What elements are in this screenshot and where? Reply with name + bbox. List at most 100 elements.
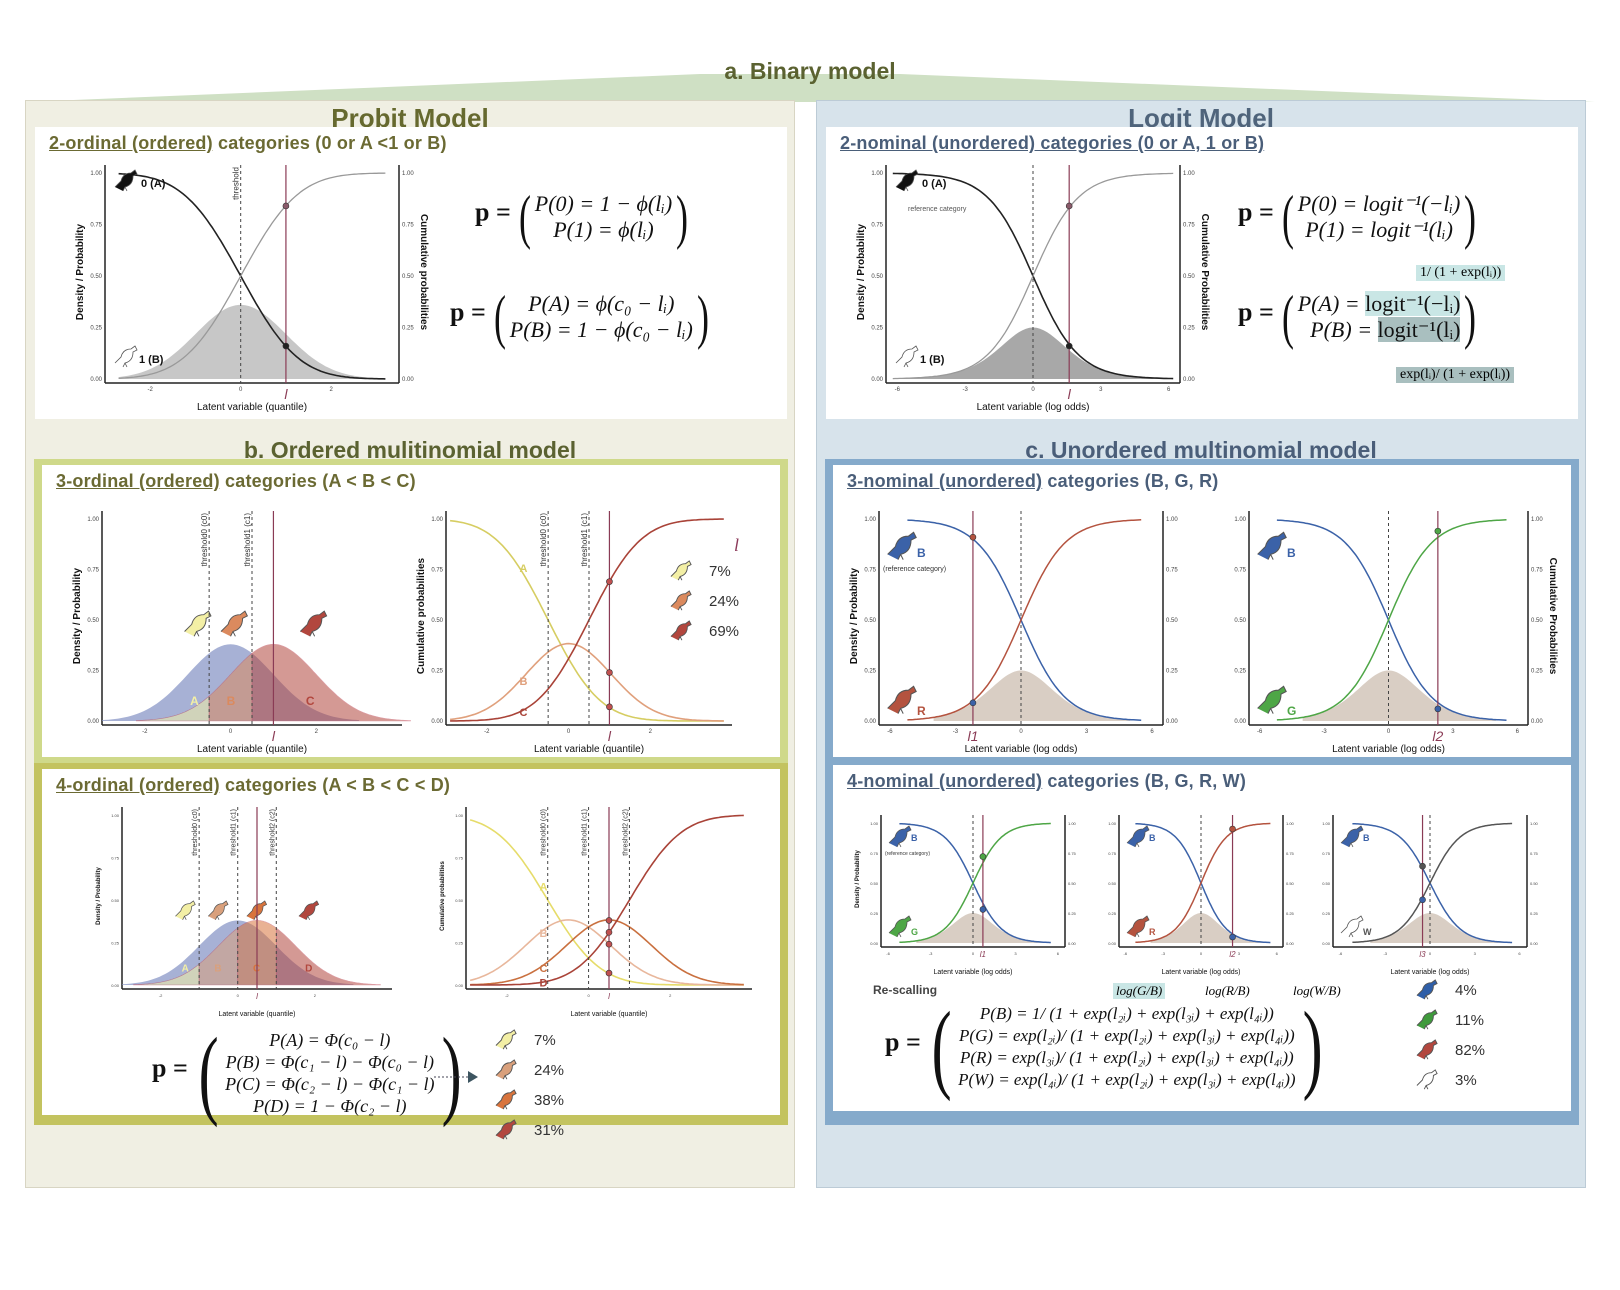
legend-percent: 3%	[1455, 1071, 1477, 1089]
y2-tick-label: 1.00	[1531, 517, 1543, 523]
legend-item: 24%	[667, 586, 739, 616]
y2-axis-label: Cumulative Probabilities	[1199, 214, 1210, 331]
y2-tick-label: 0.75	[1530, 851, 1539, 856]
category-label-B: B	[1287, 546, 1296, 560]
curve-B	[1135, 822, 1271, 944]
probability-point	[606, 703, 613, 711]
x-tick-label: 6	[1518, 951, 1521, 956]
category-label-B: B	[1149, 833, 1156, 843]
ordered4-card-title: 4-ordinal (ordered) categories (A < B < …	[56, 775, 451, 795]
legend-percent: 4%	[1455, 981, 1477, 999]
bird-icon	[495, 1119, 517, 1140]
probability-point	[1065, 342, 1073, 350]
category-label-B: B	[227, 694, 236, 708]
curve-A	[469, 819, 744, 986]
y-tick-label: 0.25	[87, 669, 99, 675]
arrow-icon	[434, 1071, 478, 1083]
y2-tick-label: 1.00	[1166, 517, 1178, 523]
nominal4-BG-chart: 0.00 0.00 0.25 0.25 0.50 0.50 0.75 0.75 1.00 1.00…	[855, 815, 1077, 976]
probability-point	[605, 917, 613, 924]
x-tick-label: -3	[1161, 951, 1165, 956]
l-marker-label: l	[272, 728, 276, 744]
legend-item: 4%	[1413, 975, 1485, 1005]
nominal4-BR-chart: 0.00 0.00 0.25 0.25 0.50 0.50 0.75 0.75 1.00 1.00…	[1108, 815, 1295, 976]
y-tick-label: 0.25	[90, 326, 102, 332]
y-tick-label: 0.00	[1322, 941, 1331, 946]
series-label-A: A	[540, 882, 548, 894]
x-tick-label: 6	[1516, 729, 1520, 735]
curve-B	[1276, 519, 1507, 721]
x-tick-label: -2	[505, 993, 509, 998]
x-tick-label: 0	[239, 387, 243, 393]
x-tick-label: -3	[962, 387, 968, 393]
unordered-section-title: c. Unordered multinomial model	[1025, 437, 1377, 463]
y-tick-label: 0.00	[871, 377, 883, 383]
legend-percent: 38%	[534, 1091, 565, 1109]
y2-tick-label: 0.25	[1530, 911, 1539, 916]
reference-note: reference category	[908, 206, 967, 213]
category-label-B: B	[1363, 833, 1370, 843]
x-axis-label: Latent variable (quantile)	[197, 744, 307, 755]
x-tick-label: 3	[1474, 951, 1477, 956]
nominal4-equation: p = ( P(B) = 1/ (1 + exp(l₂ᵢ) + exp(l₃ᵢ)…	[885, 991, 1323, 1102]
bird-icon-B	[1126, 825, 1150, 848]
probability-point	[606, 669, 613, 676]
x-tick-label: 2	[669, 993, 672, 998]
y2-tick-label: 0.50	[1531, 618, 1543, 624]
y-tick-label: 0.25	[870, 911, 879, 916]
x-axis-label: Latent variable (log odds)	[934, 969, 1013, 976]
logit-binary-chart: 0.00 0.00 0.25 0.25 0.50 0.50 0.75 0.75 1.00 1.00…	[856, 165, 1210, 413]
probability-point	[1229, 933, 1236, 941]
y-tick-label: 0.00	[90, 377, 102, 383]
probability-point	[979, 906, 987, 913]
category-label-B: B	[911, 833, 918, 843]
curve-B	[450, 642, 724, 722]
category-label-C: C	[306, 694, 315, 708]
y-tick-label: 0.25	[455, 941, 464, 946]
bird-icon-R	[887, 685, 917, 714]
nominal4-card-title: 4-nominal (unordered) categories (B, G, …	[847, 771, 1247, 791]
legend-percent: 82%	[1455, 1041, 1486, 1059]
curve-G	[1276, 519, 1507, 721]
threshold-label: threshold0 (c0)	[200, 513, 209, 567]
bird-icon	[1416, 1009, 1438, 1030]
y2-tick-label: 0.00	[1286, 941, 1295, 946]
category-area-B	[208, 652, 253, 722]
y2-tick-label: 0.25	[1286, 911, 1295, 916]
category-label: 1 (B)	[139, 354, 164, 366]
x-tick-label: -6	[887, 729, 893, 735]
x-tick-label: -3	[953, 729, 959, 735]
y2-tick-label: 0.00	[1531, 719, 1543, 725]
probability-point	[282, 342, 290, 350]
y-tick-label: 0.25	[1322, 911, 1331, 916]
ordered3-legend: l 7% 24% 69%	[667, 535, 739, 646]
y-tick-label: 1.00	[870, 821, 879, 826]
bird-icon	[670, 620, 692, 641]
threshold-label: threshold1 (c1)	[231, 809, 238, 856]
threshold-label: threshold1 (c1)	[582, 809, 589, 856]
category-area-B	[198, 927, 239, 986]
y-tick-label: 0.50	[111, 898, 120, 903]
y2-tick-label: 0.75	[1068, 851, 1077, 856]
y-tick-label: 0.00	[87, 719, 99, 725]
category-label: 0 (A)	[922, 178, 947, 190]
binary-model-banner	[25, 74, 1595, 102]
threshold-label: threshold0 (c0)	[541, 809, 548, 856]
bird-icon	[1416, 1039, 1438, 1060]
series-label-B: B	[540, 928, 548, 940]
log-ratio-RB: log(R/B)	[1205, 983, 1250, 998]
y2-tick-label: 0.50	[1286, 881, 1295, 886]
nominal3-BG-chart: 0.00 0.00 0.25 0.25 0.50 0.50 0.75 0.75 1.00 1.00…	[1234, 511, 1558, 755]
curve-B	[899, 822, 1051, 944]
probability-point	[969, 699, 977, 707]
y2-tick-label: 1.00	[1068, 821, 1077, 826]
legend-percent: 11%	[1455, 1011, 1484, 1029]
series-label-C: C	[520, 707, 528, 719]
probability-point	[1434, 705, 1442, 713]
log-ratio-GB: log(G/B)	[1113, 983, 1166, 999]
logit-panel: Logit Model 2-nominal (unordered) catego…	[816, 100, 1586, 1188]
probit-panel: Probit Model 2-ordinal (ordered) categor…	[25, 100, 795, 1188]
legend-percent: 31%	[534, 1121, 565, 1139]
category-label-B: B	[917, 546, 926, 560]
l-marker-label: l	[1068, 386, 1072, 402]
